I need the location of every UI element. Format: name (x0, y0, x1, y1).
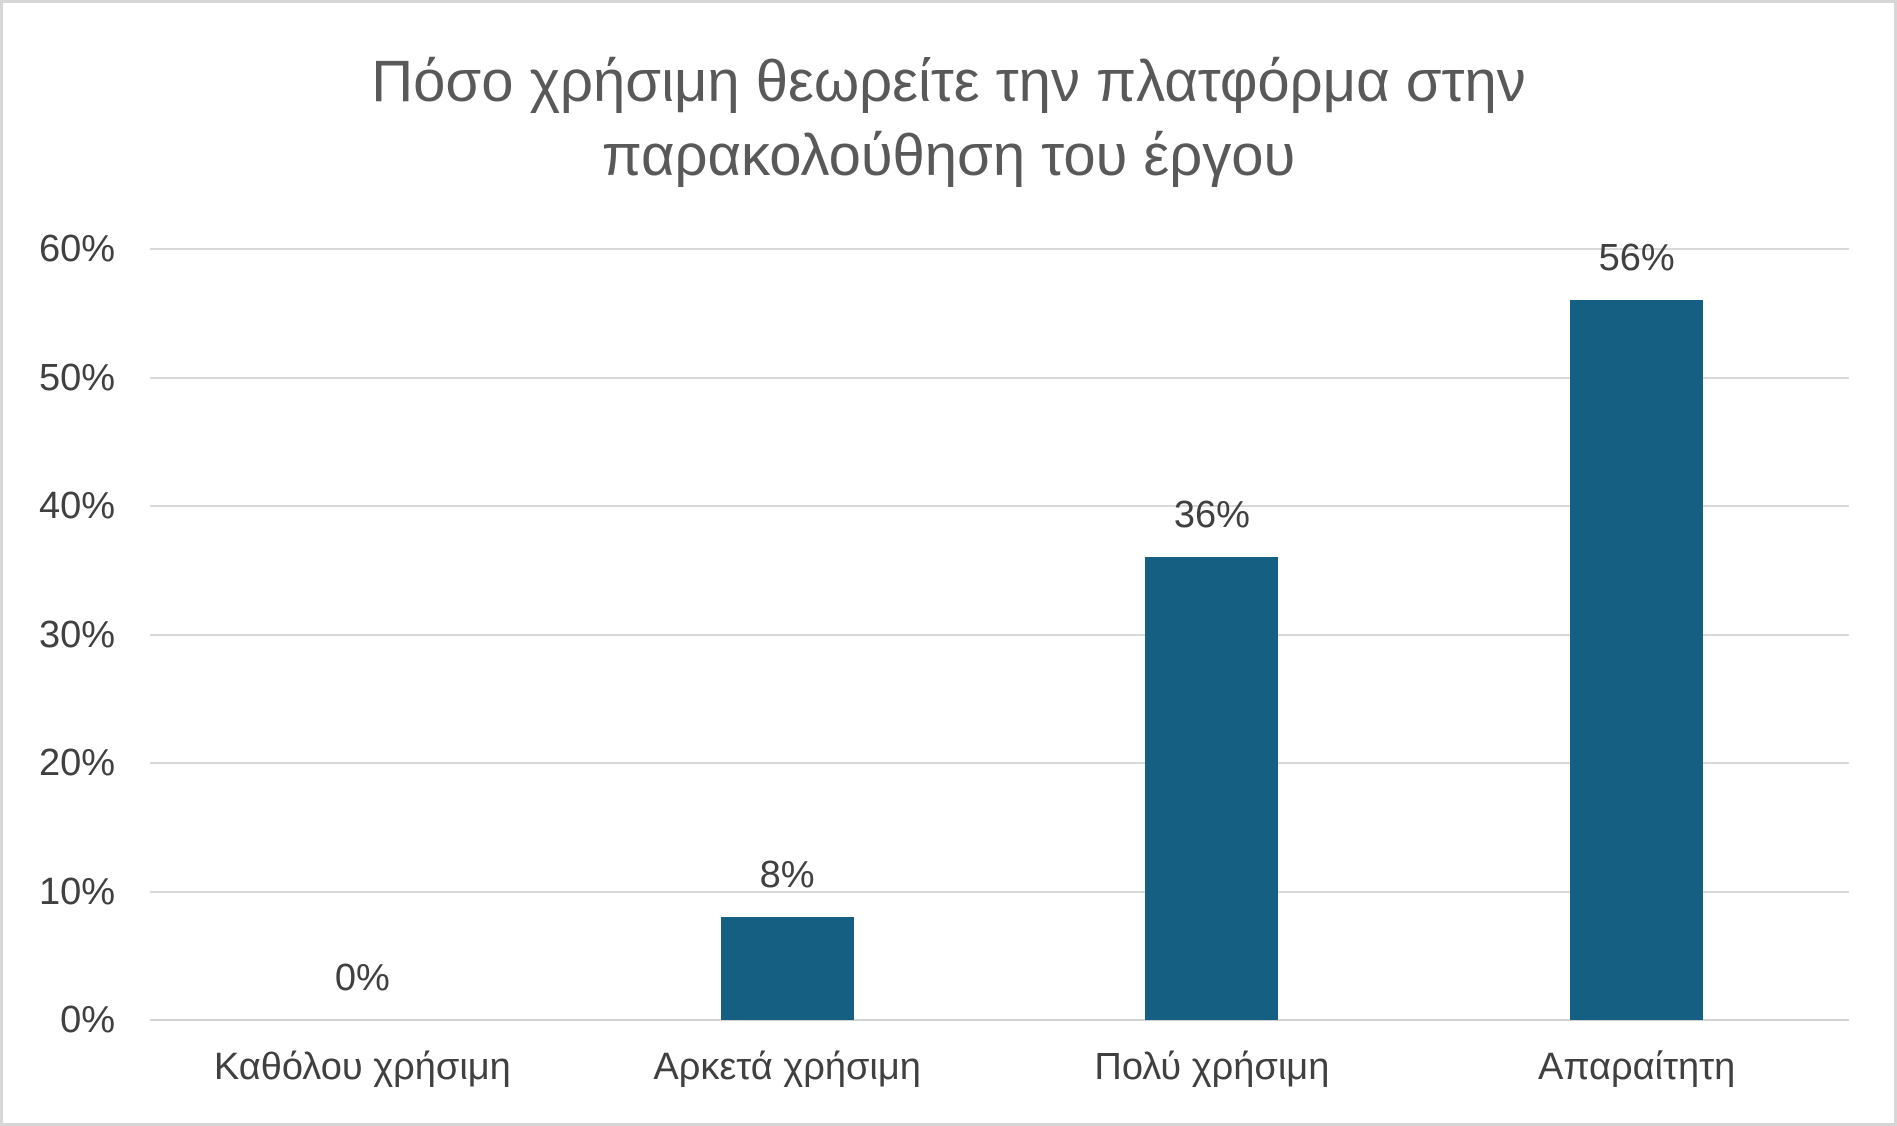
x-tick-label-2: Αρκετά χρήσιμη (653, 1046, 921, 1088)
bar-3 (1145, 557, 1279, 1020)
gridline-20% (150, 762, 1849, 764)
gridline-10% (150, 890, 1849, 893)
x-axis-line (150, 1019, 1849, 1021)
gridline-50% (150, 376, 1849, 379)
y-tick-label-50%: 50% (38, 356, 115, 399)
data-label-4: 56% (1598, 237, 1675, 280)
y-tick-label-0%: 0% (60, 999, 115, 1041)
y-tick-label-40%: 40% (38, 485, 115, 527)
data-label-2: 8% (759, 854, 815, 897)
data-label-1: 0% (334, 957, 390, 999)
bar-2 (720, 917, 854, 1020)
data-label-3: 36% (1173, 494, 1250, 537)
y-tick-label-20%: 20% (38, 742, 115, 784)
y-tick-label-30%: 30% (38, 613, 115, 656)
plot-area: 0% 10% 20% 30% 40% 50% 60% 0% Καθόλου χρήσιμη 8% Α… (3, 3, 1897, 1126)
y-tick-label-10%: 10% (38, 870, 115, 913)
gridline-60% (150, 248, 1849, 250)
x-tick-label-1: Καθόλου χρήσιμη (213, 1046, 511, 1088)
chart-title-line2: παρακολούθηση του έργου (601, 123, 1296, 188)
bar-4 (1570, 300, 1704, 1020)
chart-title: Πόσο χρήσιμη θεωρείτε την πλατφόρμα στην… (3, 45, 1894, 193)
chart-title-line1: Πόσο χρήσιμη θεωρείτε την πλατφόρμα στην (371, 49, 1526, 114)
x-tick-label-4: Απαραίτητη (1537, 1046, 1736, 1088)
gridline-40% (150, 505, 1849, 507)
x-tick-label-3: Πολύ χρήσιμη (1094, 1046, 1330, 1088)
y-tick-label-60%: 60% (38, 228, 115, 270)
gridline-30% (150, 633, 1849, 636)
